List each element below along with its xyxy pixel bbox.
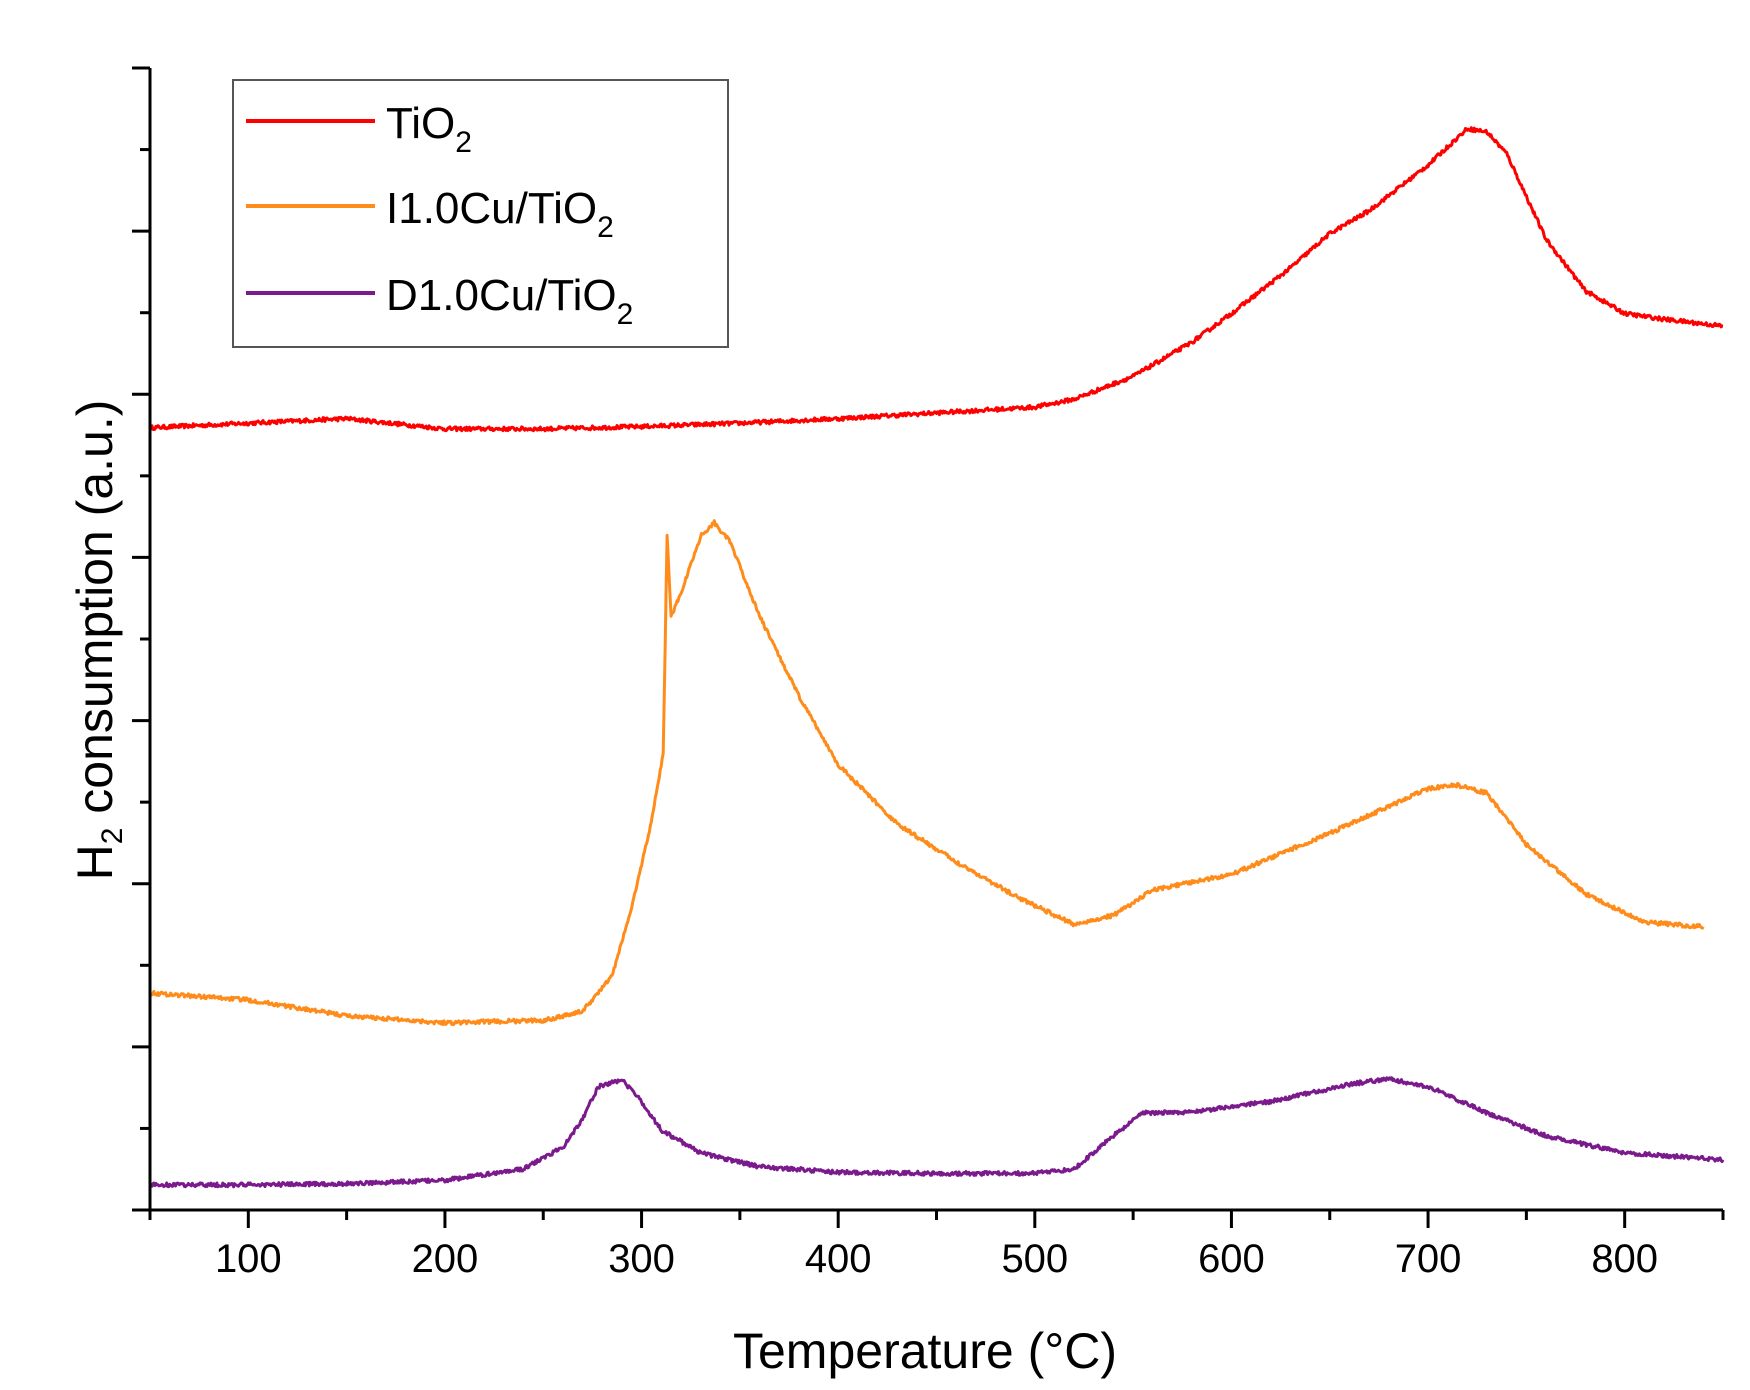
x-tick-label: 300 — [608, 1237, 675, 1281]
x-tick-label: 700 — [1395, 1237, 1462, 1281]
x-tick-label: 100 — [215, 1237, 282, 1281]
y-axis-title: H2 consumption (a.u.) — [67, 400, 129, 881]
x-axis-title: Temperature (°C) — [733, 1323, 1117, 1379]
legend-label-d1cu: D1.0Cu/TiO2 — [386, 271, 633, 331]
y-axis-title-sub: 2 — [96, 828, 129, 845]
x-tick-label: 400 — [805, 1237, 872, 1281]
x-tick-label: 600 — [1198, 1237, 1265, 1281]
y-axis-title-rest: consumption (a.u.) — [67, 400, 123, 828]
x-ticks: 100 200 300 400 500 600 700 800 — [148, 1210, 1725, 1281]
x-tick-label: 500 — [1001, 1237, 1068, 1281]
legend: TiO2 I1.0Cu/TiO2 D1.0Cu/TiO2 — [232, 79, 729, 348]
series-line-i1cu-tio2 — [149, 519, 1705, 1026]
x-tick-label: 200 — [412, 1237, 479, 1281]
plot-area — [148, 126, 1725, 1189]
legend-label-i1cu: I1.0Cu/TiO2 — [386, 184, 614, 244]
x-tick-label: 800 — [1591, 1237, 1658, 1281]
series-line-tio2 — [148, 126, 1724, 433]
legend-label-tio2: TiO2 — [386, 99, 472, 159]
y-axis-title-main: H — [67, 844, 123, 880]
axes: 100 200 300 400 500 600 700 800 — [132, 66, 1725, 1281]
legend-box — [232, 79, 729, 348]
y-ticks — [132, 66, 150, 1212]
series-line-d1cu-tio2 — [149, 1076, 1725, 1189]
